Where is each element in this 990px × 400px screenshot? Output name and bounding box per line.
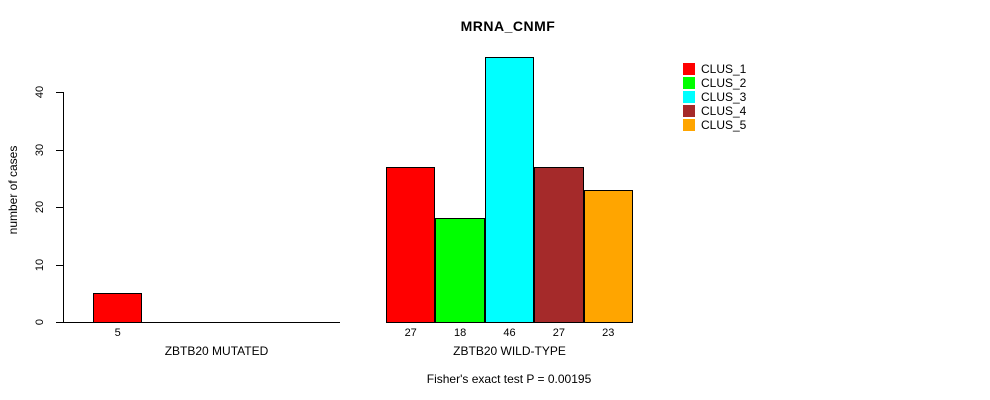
group-label: ZBTB20 MUTATED [164,344,269,358]
bar [584,190,633,323]
legend-item: CLUS_3 [683,90,746,104]
legend-label: CLUS_2 [701,76,747,90]
bar [386,167,435,323]
legend: CLUS_1 CLUS_2 CLUS_3 CLUS_4 CLUS_5 [683,62,746,132]
bar-value-label: 27 [552,327,566,339]
group-label: ZBTB20 WILD-TYPE [453,344,566,358]
legend-item: CLUS_1 [683,62,746,76]
bar-value-label: 18 [453,327,467,339]
legend-item: CLUS_2 [683,76,746,90]
bar [435,218,485,323]
bar-value-label: 27 [404,327,417,339]
y-axis-label: number of cases [6,145,20,235]
legend-swatch [683,119,695,131]
bar [93,293,142,323]
y-tick-label: 20 [34,200,46,214]
legend-item: CLUS_4 [683,104,746,118]
y-tick-label: 10 [34,258,46,271]
y-tick [56,207,63,208]
y-tick-label: 0 [34,318,46,326]
footnote: Fisher's exact test P = 0.00195 [426,372,592,386]
legend-label: CLUS_4 [701,104,747,118]
legend-label: CLUS_1 [701,62,747,76]
bar [534,167,584,323]
y-tick [56,264,63,266]
bar-value-label: 46 [503,327,516,339]
y-tick [56,322,63,323]
legend-swatch [683,105,695,117]
y-tick [56,92,63,93]
legend-item: CLUS_5 [683,118,746,132]
chart-title: MRNA_CNMF [460,18,556,34]
x-axis-line [63,322,340,323]
bar-value-label: 5 [114,327,121,339]
y-tick-label: 30 [34,143,46,156]
legend-label: CLUS_5 [701,118,747,132]
bar [485,57,534,323]
y-axis-line [63,92,64,323]
y-tick-label: 40 [34,85,46,99]
legend-label: CLUS_3 [701,90,747,104]
y-tick [56,149,63,151]
legend-swatch [683,91,695,103]
legend-swatch [683,77,695,89]
legend-swatch [683,63,695,75]
bar-value-label: 23 [602,327,615,339]
